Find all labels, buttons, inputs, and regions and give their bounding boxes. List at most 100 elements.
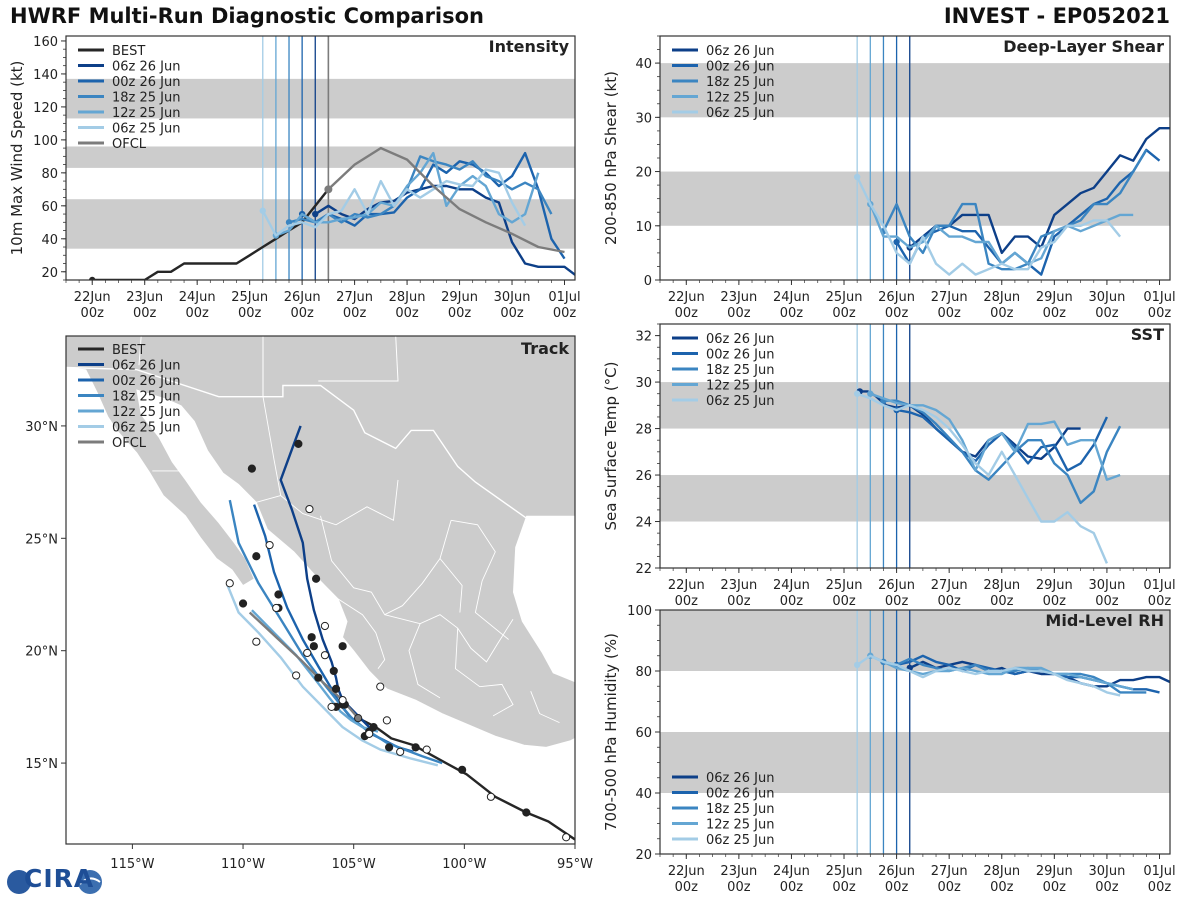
logo-globe-icon	[7, 870, 102, 894]
latitude-label: 25°N	[25, 532, 58, 547]
legend-label: OFCL	[112, 436, 147, 451]
series-group	[853, 126, 1170, 276]
series-start-point	[89, 276, 96, 280]
x-tick-label: 24Jun	[773, 578, 810, 593]
x-tick-label: 30Jun	[1088, 578, 1125, 593]
legend-label: 12z 25 Jun	[112, 405, 181, 420]
x-tick-label: 00z	[343, 306, 367, 321]
legend-label: 06z 26 Jun	[706, 332, 775, 347]
y-tick-label: 40	[41, 233, 58, 248]
y-tick-label: 28	[635, 423, 652, 438]
legend-label: 06z 25 Jun	[706, 394, 775, 409]
track-marker	[458, 765, 467, 774]
shear-panel: 01020304022Jun00z23Jun00z24Jun00z25Jun00…	[602, 35, 1176, 321]
legend-label: 00z 26 Jun	[706, 348, 775, 363]
legend-label: 18z 25 Jun	[706, 363, 775, 378]
x-tick-label: 00z	[990, 306, 1014, 321]
x-tick-label: 00z	[675, 880, 699, 895]
x-tick-label: 24Jun	[179, 290, 216, 305]
legend-label: 18z 25 Jun	[112, 390, 181, 405]
track-panel: 115°W 110°W 105°W 100°W 95°W 15°N 20°N 25°N 30°N…	[25, 335, 593, 872]
latitude-label: 15°N	[25, 757, 58, 772]
x-tick-label: 29Jun	[1036, 578, 1073, 593]
longitude-label: 105°W	[332, 857, 376, 872]
series-group	[89, 146, 575, 280]
x-tick-label: 00z	[1148, 880, 1172, 895]
legend-label: 00z 26 Jun	[112, 374, 181, 389]
track-marker	[320, 621, 330, 631]
track-marker	[396, 747, 405, 756]
x-tick-label: 00z	[937, 880, 961, 895]
shading-band	[660, 732, 1170, 793]
track-marker	[265, 540, 274, 550]
x-tick-label: 00z	[553, 306, 577, 321]
panel-title: SST	[1131, 325, 1164, 344]
y-tick-label: 60	[635, 726, 652, 741]
track-marker	[307, 633, 316, 642]
x-tick-label: 25Jun	[826, 290, 863, 305]
shading-band	[660, 475, 1170, 522]
state-border	[384, 614, 514, 663]
series-line	[261, 168, 527, 237]
x-tick-label: 23Jun	[720, 864, 757, 879]
y-tick-label: 80	[41, 167, 58, 182]
x-tick-label: 23Jun	[720, 290, 757, 305]
legend-label: BEST	[112, 343, 145, 358]
track-marker	[252, 552, 261, 561]
x-tick-label: 29Jun	[1036, 864, 1073, 879]
x-tick-label: 22Jun	[668, 864, 705, 879]
x-tick-label: 28Jun	[983, 290, 1020, 305]
x-tick-label: 29Jun	[1036, 290, 1073, 305]
y-tick-label: 80	[635, 665, 652, 680]
storm-id-title: INVEST - EP052021	[943, 4, 1170, 28]
track-marker	[303, 648, 312, 658]
y-tick-label: 0	[644, 274, 652, 289]
shading-band	[66, 146, 575, 168]
series-line	[92, 188, 330, 280]
x-tick-label: 00z	[448, 306, 472, 321]
map-group	[66, 336, 575, 842]
x-tick-label: 30Jun	[1088, 290, 1125, 305]
x-tick-label: 23Jun	[720, 578, 757, 593]
y-tick-label: 30	[635, 111, 652, 126]
y-tick-label: 140	[33, 68, 58, 83]
x-tick-label: 25Jun	[826, 864, 863, 879]
legend-label: 18z 25 Jun	[706, 75, 775, 90]
x-tick-label: 00z	[990, 594, 1014, 609]
x-tick-label: 26Jun	[878, 864, 915, 879]
track-line	[357, 717, 575, 841]
x-tick-label: 00z	[1043, 306, 1067, 321]
y-tick-label: 10	[635, 220, 652, 235]
y-tick-label: 20	[635, 166, 652, 181]
y-tick-label: 60	[41, 200, 58, 215]
track-marker	[338, 642, 347, 651]
series-line	[327, 146, 565, 254]
track-line	[251, 609, 379, 733]
panel-title: Mid-Level RH	[1045, 611, 1164, 630]
track-marker	[238, 599, 248, 608]
legend-label: 00z 26 Jun	[112, 75, 181, 90]
x-tick-label: 28Jun	[389, 290, 426, 305]
x-tick-label: 00z	[832, 306, 856, 321]
legend-label: OFCL	[112, 137, 147, 152]
x-tick-label: 30Jun	[1088, 864, 1125, 879]
track-marker	[411, 743, 420, 752]
x-tick-label: 00z	[1095, 306, 1119, 321]
series-group	[853, 388, 1122, 564]
y-tick-label: 20	[635, 848, 652, 863]
y-tick-label: 20	[41, 266, 58, 281]
legend-label: 18z 25 Jun	[706, 802, 775, 817]
state-border	[337, 598, 386, 669]
x-tick-label: 00z	[290, 306, 314, 321]
intensity-panel: 2040608010012014016022Jun00z23Jun00z24Ju…	[8, 35, 581, 321]
y-axis-label: Sea Surface Temp (°C)	[602, 361, 620, 530]
track-marker	[522, 808, 531, 817]
latitude-label: 20°N	[25, 645, 58, 660]
series-start-point	[867, 390, 874, 397]
y-tick-label: 22	[635, 562, 652, 577]
axes-frame	[659, 323, 1171, 569]
track-marker	[422, 745, 431, 754]
longitude-label: 100°W	[442, 857, 486, 872]
track-marker	[314, 673, 323, 682]
track-marker	[292, 671, 301, 680]
